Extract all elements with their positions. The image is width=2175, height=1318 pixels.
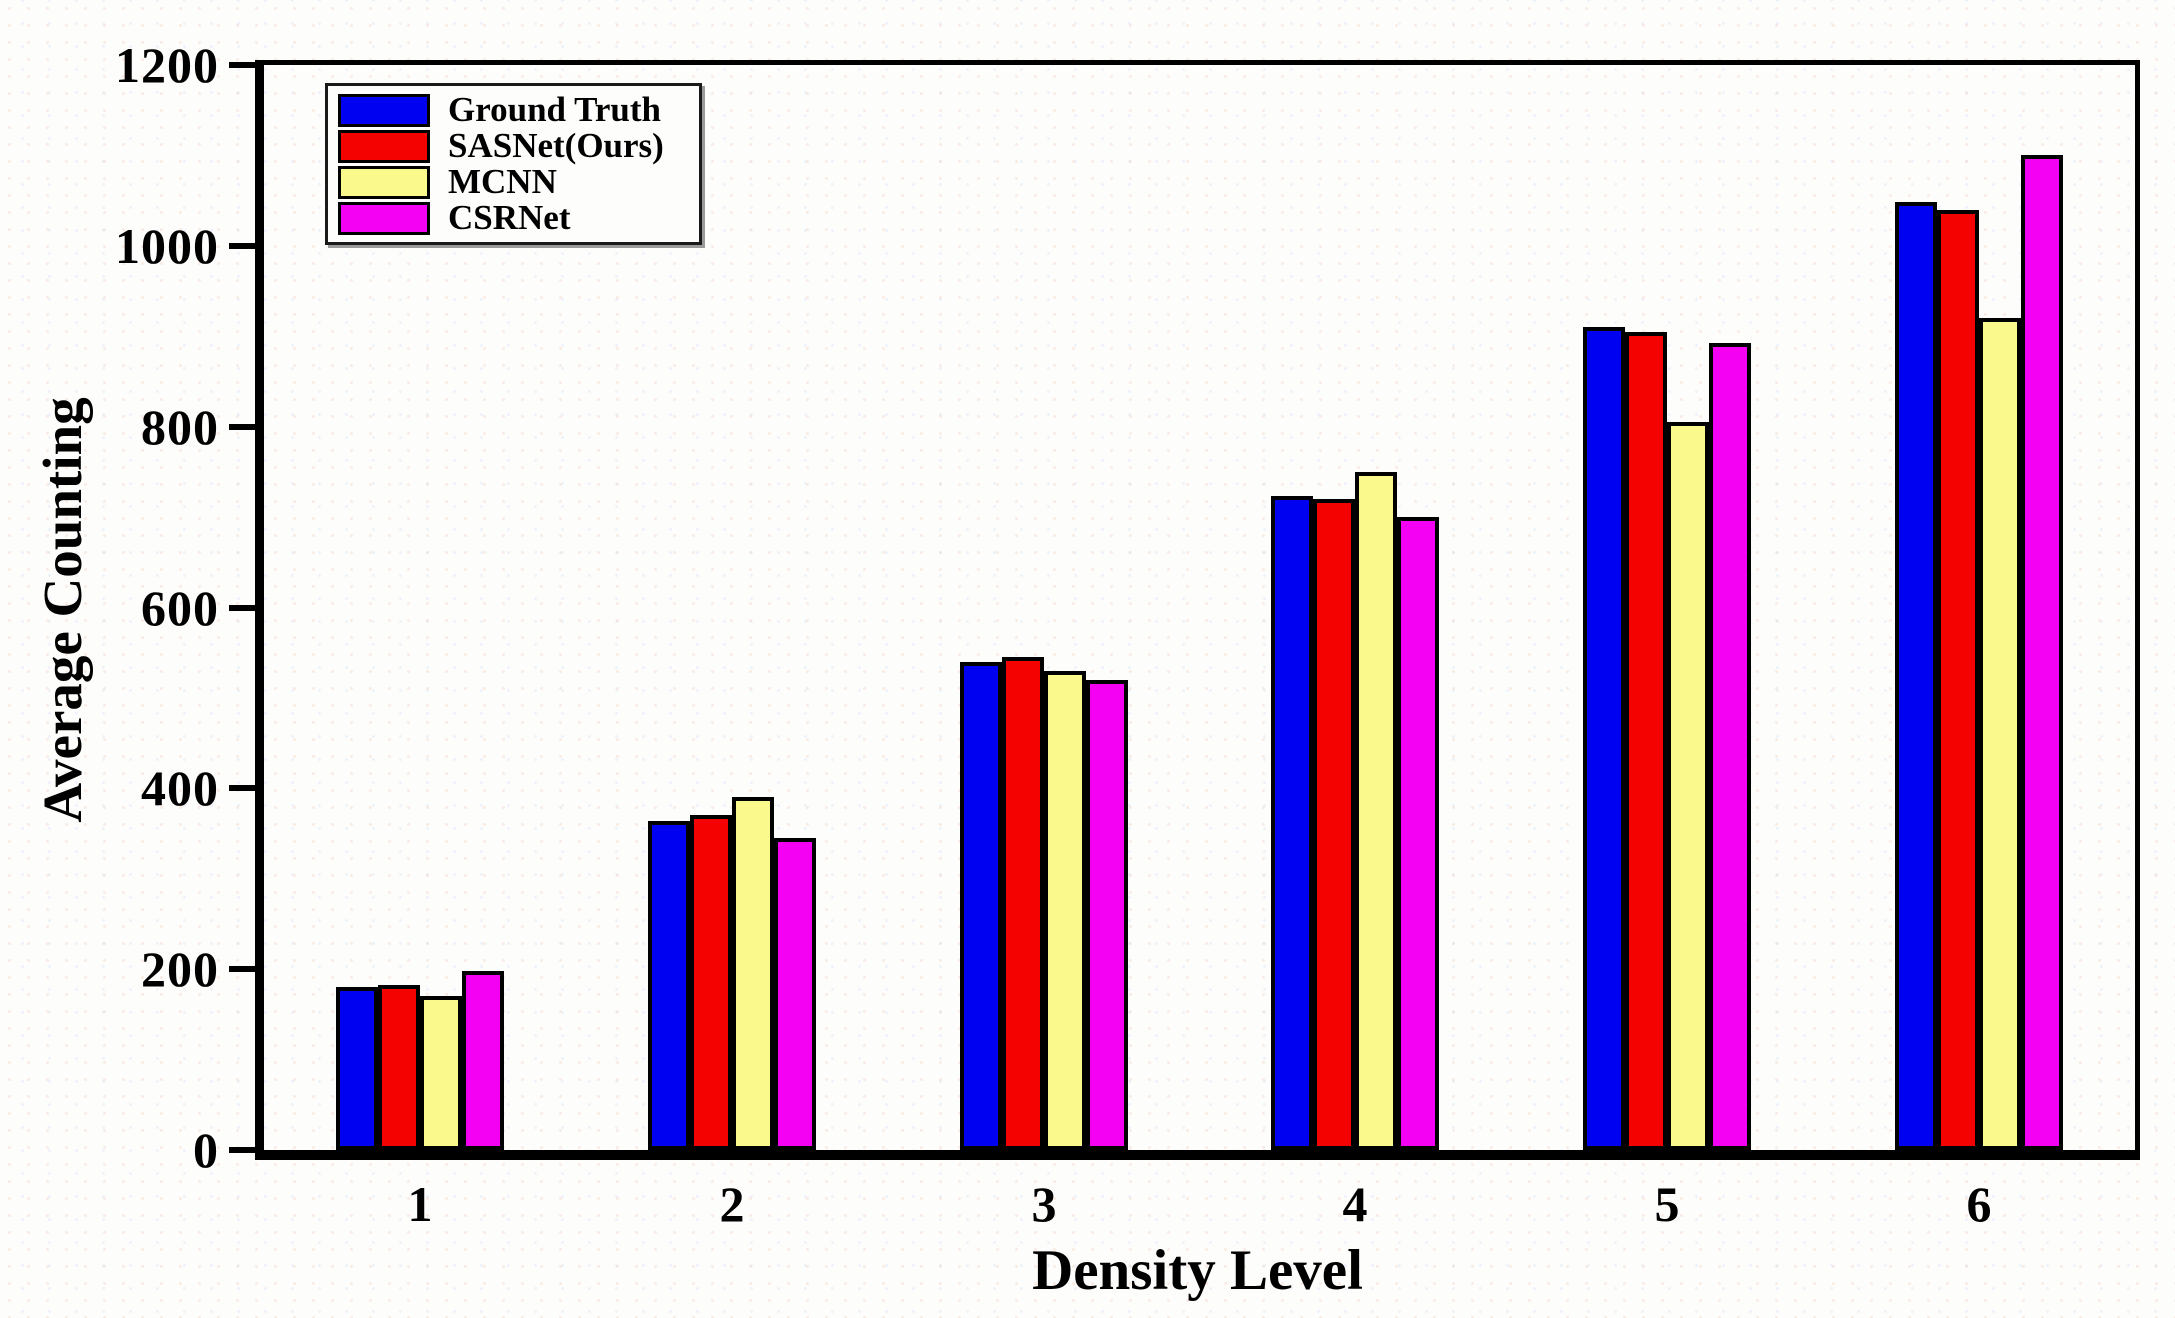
bar [1979,318,2021,1150]
x-tick-label: 3 [1031,1176,1057,1232]
bar [1397,517,1439,1150]
x-tick-label: 6 [1966,1176,1992,1232]
y-tick-mark [229,966,255,972]
y-tick-label: 1000 [115,218,219,274]
y-tick-mark [229,1147,255,1153]
legend-item: CSRNet [338,200,689,236]
bar [1044,671,1086,1150]
y-tick-mark [229,424,255,430]
y-tick-label: 600 [141,580,219,636]
bar [1271,496,1313,1150]
bar [420,996,462,1150]
legend-label: CSRNet [448,198,571,237]
y-tick-mark [229,243,255,249]
legend-label: SASNet(Ours) [448,126,664,165]
bar [648,821,690,1150]
y-tick-mark [229,62,255,68]
y-tick-label: 1200 [115,37,219,93]
bar [1583,327,1625,1150]
x-tick-label: 5 [1654,1176,1680,1232]
y-tick-mark [229,785,255,791]
legend-swatch [338,93,430,127]
bar [1667,422,1709,1150]
legend-swatch [338,129,430,163]
y-axis-title: Average Counting [32,397,93,823]
bar [2021,155,2063,1150]
y-tick-label: 800 [141,399,219,455]
bar [1625,332,1667,1150]
x-tick-label: 4 [1342,1176,1368,1232]
y-tick-mark [229,605,255,611]
legend-item: MCNN [338,164,689,200]
legend-label: MCNN [448,162,557,201]
bar [774,838,816,1150]
bar [1086,680,1128,1150]
y-tick-label: 200 [141,941,219,997]
bar [960,662,1002,1150]
legend-swatch [338,201,430,235]
legend: Ground Truth SASNet(Ours) MCNN CSRNet [325,83,702,245]
bar [336,987,378,1150]
bar [1937,210,1979,1150]
legend-swatch [338,165,430,199]
legend-label: Ground Truth [448,90,662,129]
y-tick-label: 0 [193,1122,219,1178]
x-axis-title: Density Level [1032,1239,1363,1302]
y-tick-label: 400 [141,760,219,816]
bar [1355,472,1397,1150]
x-tick-label: 2 [719,1176,745,1232]
x-tick-label: 1 [407,1176,433,1232]
bar [462,971,504,1150]
bar [378,985,420,1150]
legend-item: Ground Truth [338,92,689,128]
bar [1895,202,1937,1150]
bar [732,797,774,1150]
bar [1313,499,1355,1150]
plot-area: 0 200 400 600 800 1000 1200 1 2 3 4 5 6 Ground Trut… [115,39,2140,1230]
bar [1709,343,1751,1150]
bar [1002,657,1044,1150]
bar [690,815,732,1150]
legend-item: SASNet(Ours) [338,128,689,164]
